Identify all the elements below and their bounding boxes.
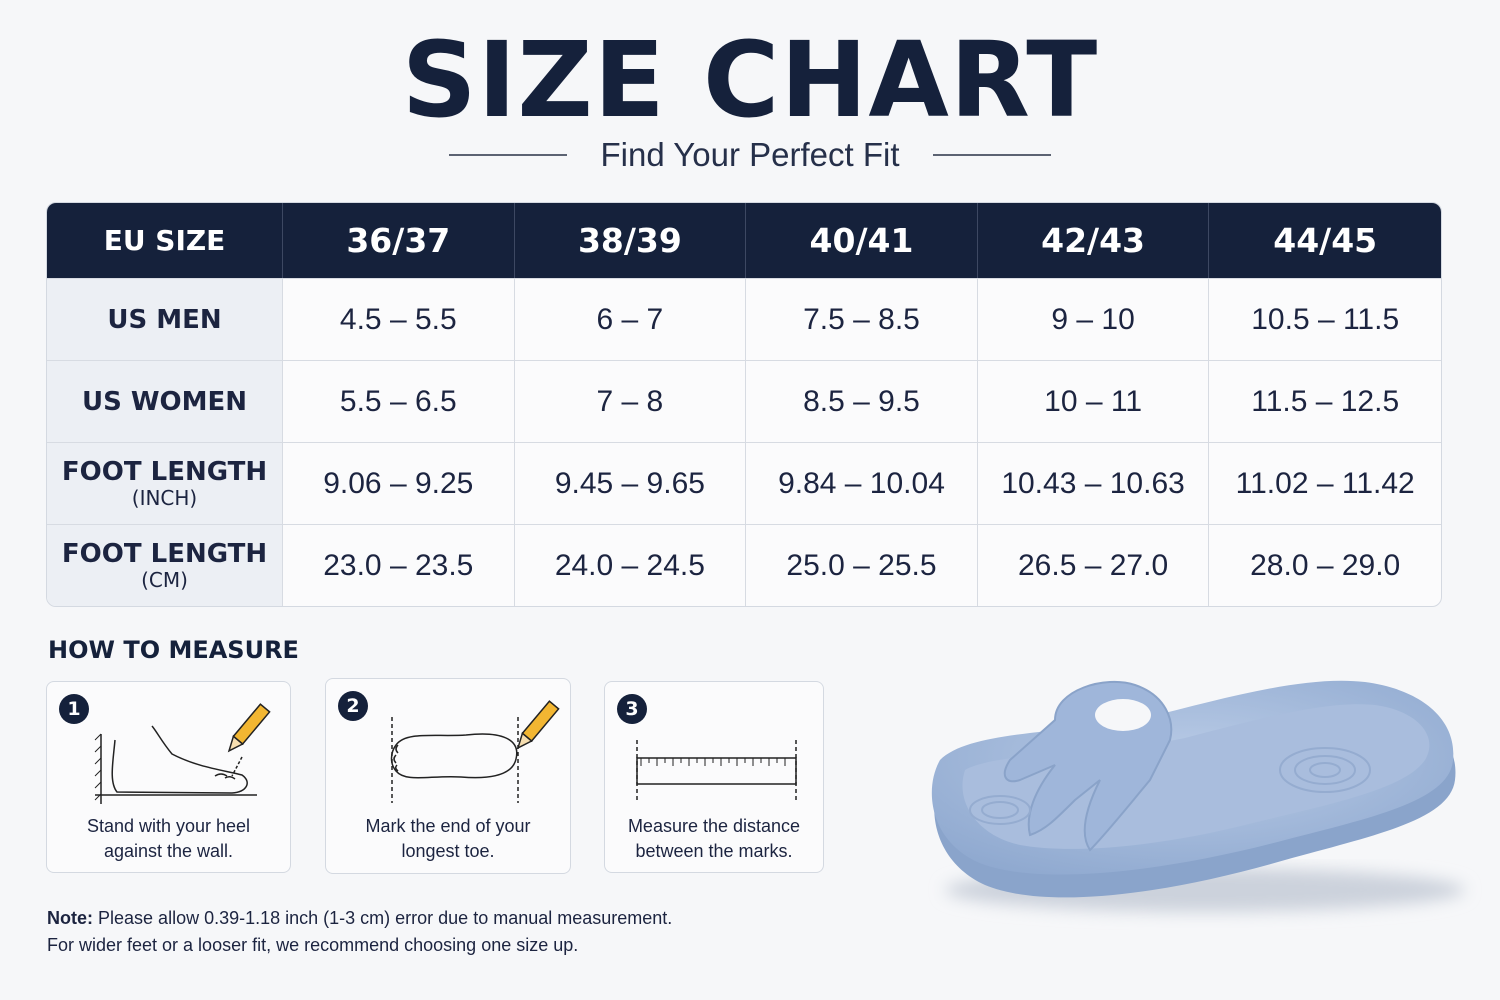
divider [448,154,567,156]
row-label: US MEN [107,304,222,335]
caption-line: Measure the distance [627,816,801,836]
header-cell: EU SIZE [47,203,283,278]
subtitle: Find Your Perfect Fit [600,136,900,173]
table-cell: 11.5 – 12.5 [1209,360,1441,442]
table-row: US MEN 4.5 – 5.5 6 – 7 7.5 – 8.5 9 – 10 10.5 … [47,278,1441,360]
caption-line: against the wall. [103,841,234,861]
table-cell: 11.02 – 11.42 [1209,442,1441,524]
section-title: HOW TO MEASURE [48,636,299,664]
row-header: US WOMEN [47,360,283,442]
row-label: US WOMEN [81,386,248,417]
table-row: FOOT LENGTH (INCH) 9.06 – 9.25 9.45 – 9.65 9… [47,442,1441,524]
table-cell: 9.84 – 10.04 [746,442,978,524]
row-label: FOOT LENGTH [61,456,268,487]
row-label: FOOT LENGTH [61,538,268,569]
step-number: 3 [617,694,647,724]
step-caption: Stand with your heel against the wall. [47,814,290,864]
table-cell: 25.0 – 25.5 [746,524,978,606]
table-cell: 28.0 – 29.0 [1209,524,1441,606]
row-header: FOOT LENGTH (CM) [47,524,283,606]
note: Note: Please allow 0.39-1.18 inch (1-3 c… [47,905,672,959]
table-cell: 10 – 11 [977,360,1210,442]
table-row: FOOT LENGTH (CM) 23.0 – 23.5 24.0 – 24.5 25.… [47,524,1441,606]
subtitle-row: Find Your Perfect Fit [0,136,1500,174]
step-card: 2 Mark the end of your longest toe. [325,678,571,874]
note-text: Please allow 0.39-1.18 inch (1-3 cm) err… [98,908,673,928]
caption-line: between the marks. [635,841,793,861]
row-unit: (CM) [141,567,188,592]
header-cell: 44/45 [1209,203,1441,278]
note-line: Note: Please allow 0.39-1.18 inch (1-3 c… [47,905,672,932]
step-caption: Measure the distance between the marks. [605,814,823,864]
row-unit: (INCH) [131,485,198,510]
step-card: 1 Stand with your heel against the wall. [46,681,291,873]
header-cell: 36/37 [283,203,515,278]
row-header: FOOT LENGTH (INCH) [47,442,283,524]
table-cell: 9 – 10 [977,278,1210,360]
divider [933,154,1052,156]
header-row: EU SIZE 36/37 38/39 40/41 42/43 44/45 [47,203,1441,278]
step-number: 1 [59,694,89,724]
product-image [931,680,1465,912]
step-illustration [636,740,797,802]
row-header: US MEN [47,278,283,360]
step-number: 2 [338,691,368,721]
header-cell: 38/39 [514,203,747,278]
header-cell: 40/41 [746,203,978,278]
table-cell: 9.45 – 9.65 [514,442,747,524]
table-cell: 24.0 – 24.5 [514,524,747,606]
table-body: US MEN 4.5 – 5.5 6 – 7 7.5 – 8.5 9 – 10 10.5 … [47,278,1441,606]
table-cell: 23.0 – 23.5 [283,524,515,606]
note-line: For wider feet or a looser fit, we recom… [47,935,579,955]
caption-line: Mark the end of your [365,816,531,836]
table-cell: 7.5 – 8.5 [746,278,978,360]
step-illustration [94,703,271,804]
header-cell: 42/43 [977,203,1210,278]
table-cell: 9.06 – 9.25 [283,442,515,524]
step-card: 3 Measure the distance between the marks. [604,681,824,873]
table-cell: 6 – 7 [514,278,747,360]
table-cell: 10.5 – 11.5 [1209,278,1441,360]
table-cell: 26.5 – 27.0 [977,524,1210,606]
table-cell: 7 – 8 [514,360,747,442]
title: SIZE CHART [401,19,1099,141]
step-caption: Mark the end of your longest toe. [326,814,570,864]
size-table: EU SIZE 36/37 38/39 40/41 42/43 44/45 US MEN 4… [46,202,1442,607]
caption-line: longest toe. [401,841,495,861]
table-row: US WOMEN 5.5 – 6.5 7 – 8 8.5 – 9.5 10 – 11 11… [47,360,1441,442]
note-label: Note: [47,908,93,928]
table-cell: 5.5 – 6.5 [283,360,515,442]
table-cell: 10.43 – 10.63 [977,442,1210,524]
table-cell: 4.5 – 5.5 [283,278,515,360]
table-cell: 8.5 – 9.5 [746,360,978,442]
caption-line: Stand with your heel [86,816,251,836]
step-illustration [390,700,560,803]
